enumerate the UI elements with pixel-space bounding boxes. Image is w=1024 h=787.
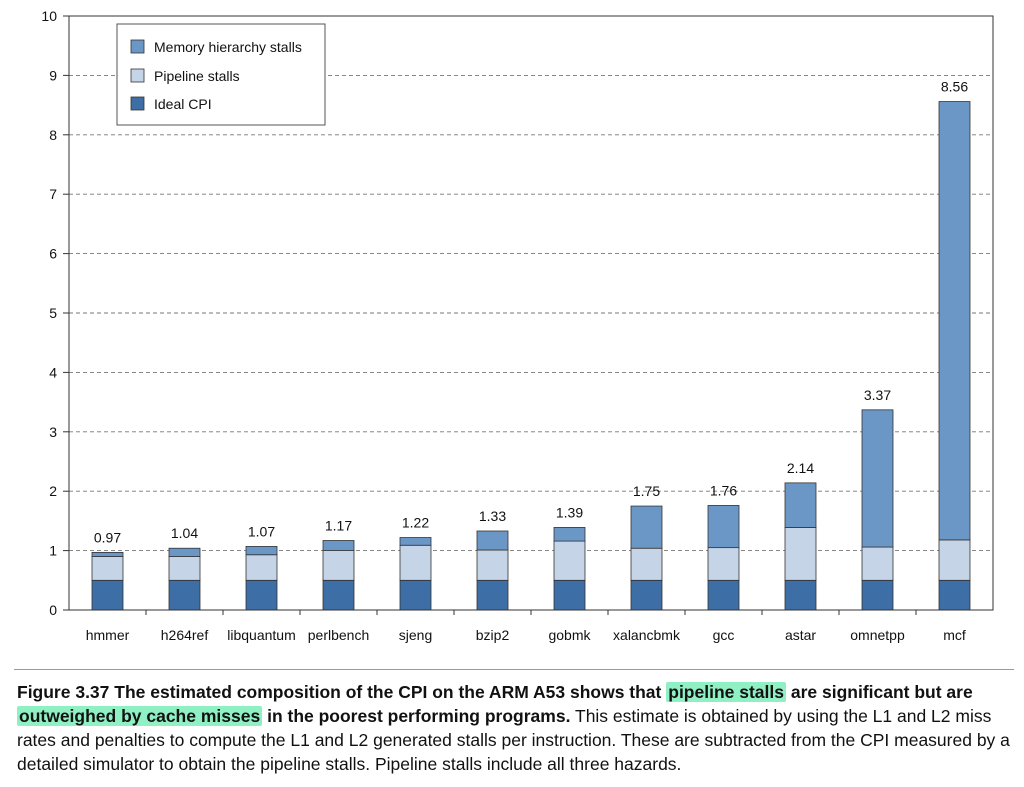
- bar-hmmer-memory-hierarchy-stalls: [91, 551, 124, 557]
- legend: Memory hierarchy stalls Pipeline stalls …: [116, 23, 326, 126]
- bar-total-label: 3.37: [864, 387, 891, 403]
- y-tick-label: 6: [49, 246, 57, 262]
- bar-bzip2-memory-hierarchy-stalls: [476, 530, 509, 551]
- bar-omnetpp-pipeline-stalls: [861, 546, 894, 581]
- bar-total-label: 1.33: [479, 508, 506, 524]
- bar-mcf-pipeline-stalls: [938, 539, 971, 581]
- bar-gobmk-pipeline-stalls: [553, 540, 586, 581]
- y-tick-label: 7: [49, 186, 57, 202]
- bar-total-label: 1.39: [556, 504, 583, 520]
- bar-sjeng-ideal-cpi: [399, 579, 432, 611]
- cpi-stacked-bar-chart: 0 1 2 3 4 5 6 7 8 9 10 hmmer 0.97 h264ref 1.04 libquant…: [41, 8, 994, 643]
- bar-sjeng-memory-hierarchy-stalls: [399, 537, 432, 546]
- bar-perlbench-memory-hierarchy-stalls: [322, 540, 355, 552]
- y-tick-label: 10: [41, 8, 57, 24]
- bar-xalancbmk-ideal-cpi: [630, 579, 663, 611]
- bar-xalancbmk-pipeline-stalls: [630, 547, 663, 581]
- bar-mcf-memory-hierarchy-stalls: [938, 101, 971, 541]
- legend-label-memory: Memory hierarchy stalls: [154, 39, 302, 55]
- y-tick-label: 0: [49, 602, 57, 618]
- bar-gobmk-ideal-cpi: [553, 579, 586, 611]
- x-tick-label: bzip2: [476, 627, 510, 643]
- x-tick-label: gobmk: [548, 627, 591, 643]
- caption-bold-text-2: are significant but are: [790, 682, 973, 702]
- gridlines: [69, 74, 993, 552]
- x-tick-label: sjeng: [399, 627, 432, 643]
- bar-perlbench-pipeline-stalls: [322, 550, 355, 581]
- x-tick-label: omnetpp: [850, 627, 905, 643]
- y-tick-label: 3: [49, 424, 57, 440]
- bar-astar-ideal-cpi: [784, 579, 817, 611]
- legend-swatch-memory: [130, 39, 145, 54]
- legend-swatch-ideal: [130, 96, 145, 111]
- bar-h264ref-memory-hierarchy-stalls: [168, 547, 201, 557]
- y-tick-label: 1: [49, 543, 57, 559]
- y-tick-label: 4: [49, 364, 57, 380]
- bars: [91, 101, 971, 611]
- bar-libquantum-pipeline-stalls: [245, 554, 278, 581]
- bar-hmmer-pipeline-stalls: [91, 556, 124, 581]
- bar-hmmer-ideal-cpi: [91, 579, 124, 611]
- bar-gcc-pipeline-stalls: [707, 547, 740, 581]
- caption-bold-text-3: in the poorest performing programs.: [267, 706, 571, 726]
- bar-astar-memory-hierarchy-stalls: [784, 482, 817, 528]
- caption-highlight-cache-misses: outweighed by cache misses: [17, 706, 263, 726]
- y-tick-label: 8: [49, 127, 57, 143]
- caption-divider: [14, 669, 1014, 670]
- figure-caption: Figure 3.37 The estimated composition of…: [17, 680, 1017, 776]
- bar-omnetpp-memory-hierarchy-stalls: [861, 409, 894, 548]
- bar-h264ref-ideal-cpi: [168, 579, 201, 611]
- caption-highlight-pipeline-stalls: pipeline stalls: [666, 682, 786, 702]
- bar-total-label: 1.04: [171, 525, 198, 541]
- axes: [63, 15, 994, 615]
- bar-mcf-ideal-cpi: [938, 579, 971, 611]
- bar-total-label: 1.75: [633, 483, 660, 499]
- bar-gcc-memory-hierarchy-stalls: [707, 505, 740, 549]
- bar-gobmk-memory-hierarchy-stalls: [553, 527, 586, 542]
- x-tick-label: xalancbmk: [613, 627, 681, 643]
- bar-sjeng-pipeline-stalls: [399, 544, 432, 581]
- bar-bzip2-pipeline-stalls: [476, 549, 509, 581]
- caption-figure-label: Figure 3.37: [17, 682, 110, 702]
- x-tick-label: hmmer: [86, 627, 130, 643]
- bar-xalancbmk-memory-hierarchy-stalls: [630, 505, 663, 549]
- bar-bzip2-ideal-cpi: [476, 579, 509, 611]
- caption-regular-text: This estimate is obtained by using the L…: [17, 706, 1010, 774]
- legend-label-ideal: Ideal CPI: [154, 96, 212, 112]
- caption-bold-text-1: The estimated composition of the CPI on …: [114, 682, 662, 702]
- bar-total-label: 8.56: [941, 79, 968, 95]
- x-tick-label: mcf: [943, 627, 966, 643]
- bar-perlbench-ideal-cpi: [322, 579, 355, 611]
- bar-astar-pipeline-stalls: [784, 527, 817, 581]
- bar-total-label: 1.22: [402, 515, 429, 531]
- bar-total-label: 1.76: [710, 482, 737, 498]
- labels: 0 1 2 3 4 5 6 7 8 9 10 hmmer 0.97 h264ref 1.04 libquant…: [41, 8, 968, 643]
- x-tick-label: h264ref: [161, 627, 209, 643]
- y-tick-label: 5: [49, 305, 57, 321]
- bar-libquantum-memory-hierarchy-stalls: [245, 546, 278, 556]
- legend-swatch-pipeline: [130, 68, 145, 83]
- x-tick-label: perlbench: [308, 627, 370, 643]
- y-tick-label: 9: [49, 67, 57, 83]
- x-tick-label: gcc: [713, 627, 735, 643]
- bar-omnetpp-ideal-cpi: [861, 579, 894, 611]
- bar-libquantum-ideal-cpi: [245, 579, 278, 611]
- bar-gcc-ideal-cpi: [707, 579, 740, 611]
- bar-h264ref-pipeline-stalls: [168, 556, 201, 581]
- bar-total-label: 0.97: [94, 529, 121, 545]
- x-tick-label: astar: [785, 627, 816, 643]
- legend-label-pipeline: Pipeline stalls: [154, 68, 240, 84]
- bar-total-label: 1.17: [325, 518, 352, 534]
- bar-total-label: 2.14: [787, 460, 814, 476]
- bar-total-label: 1.07: [248, 523, 275, 539]
- x-tick-label: libquantum: [227, 627, 296, 643]
- y-tick-label: 2: [49, 483, 57, 499]
- legend-box: [116, 23, 326, 126]
